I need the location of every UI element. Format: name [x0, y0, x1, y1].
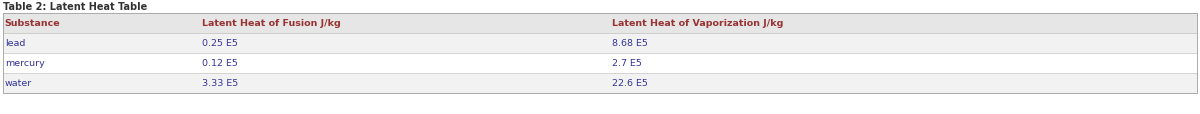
Text: 0.25 E5: 0.25 E5: [202, 39, 238, 48]
Text: Table 2: Latent Heat Table: Table 2: Latent Heat Table: [2, 2, 148, 12]
Bar: [2, 14, 1198, 93]
Text: lead: lead: [5, 39, 25, 48]
Text: Latent Heat of Fusion J/kg: Latent Heat of Fusion J/kg: [202, 19, 341, 28]
Text: Substance: Substance: [5, 19, 60, 28]
Bar: [2, 73, 1198, 93]
Text: 0.12 E5: 0.12 E5: [202, 59, 238, 68]
Text: 22.6 E5: 22.6 E5: [612, 79, 648, 88]
Bar: [2, 54, 1198, 73]
Bar: [2, 34, 1198, 54]
Text: water: water: [5, 79, 32, 88]
Text: Latent Heat of Vaporization J/kg: Latent Heat of Vaporization J/kg: [612, 19, 784, 28]
Text: 8.68 E5: 8.68 E5: [612, 39, 648, 48]
Bar: [2, 14, 1198, 34]
Text: mercury: mercury: [5, 59, 44, 68]
Text: 3.33 E5: 3.33 E5: [202, 79, 238, 88]
Text: 2.7 E5: 2.7 E5: [612, 59, 642, 68]
